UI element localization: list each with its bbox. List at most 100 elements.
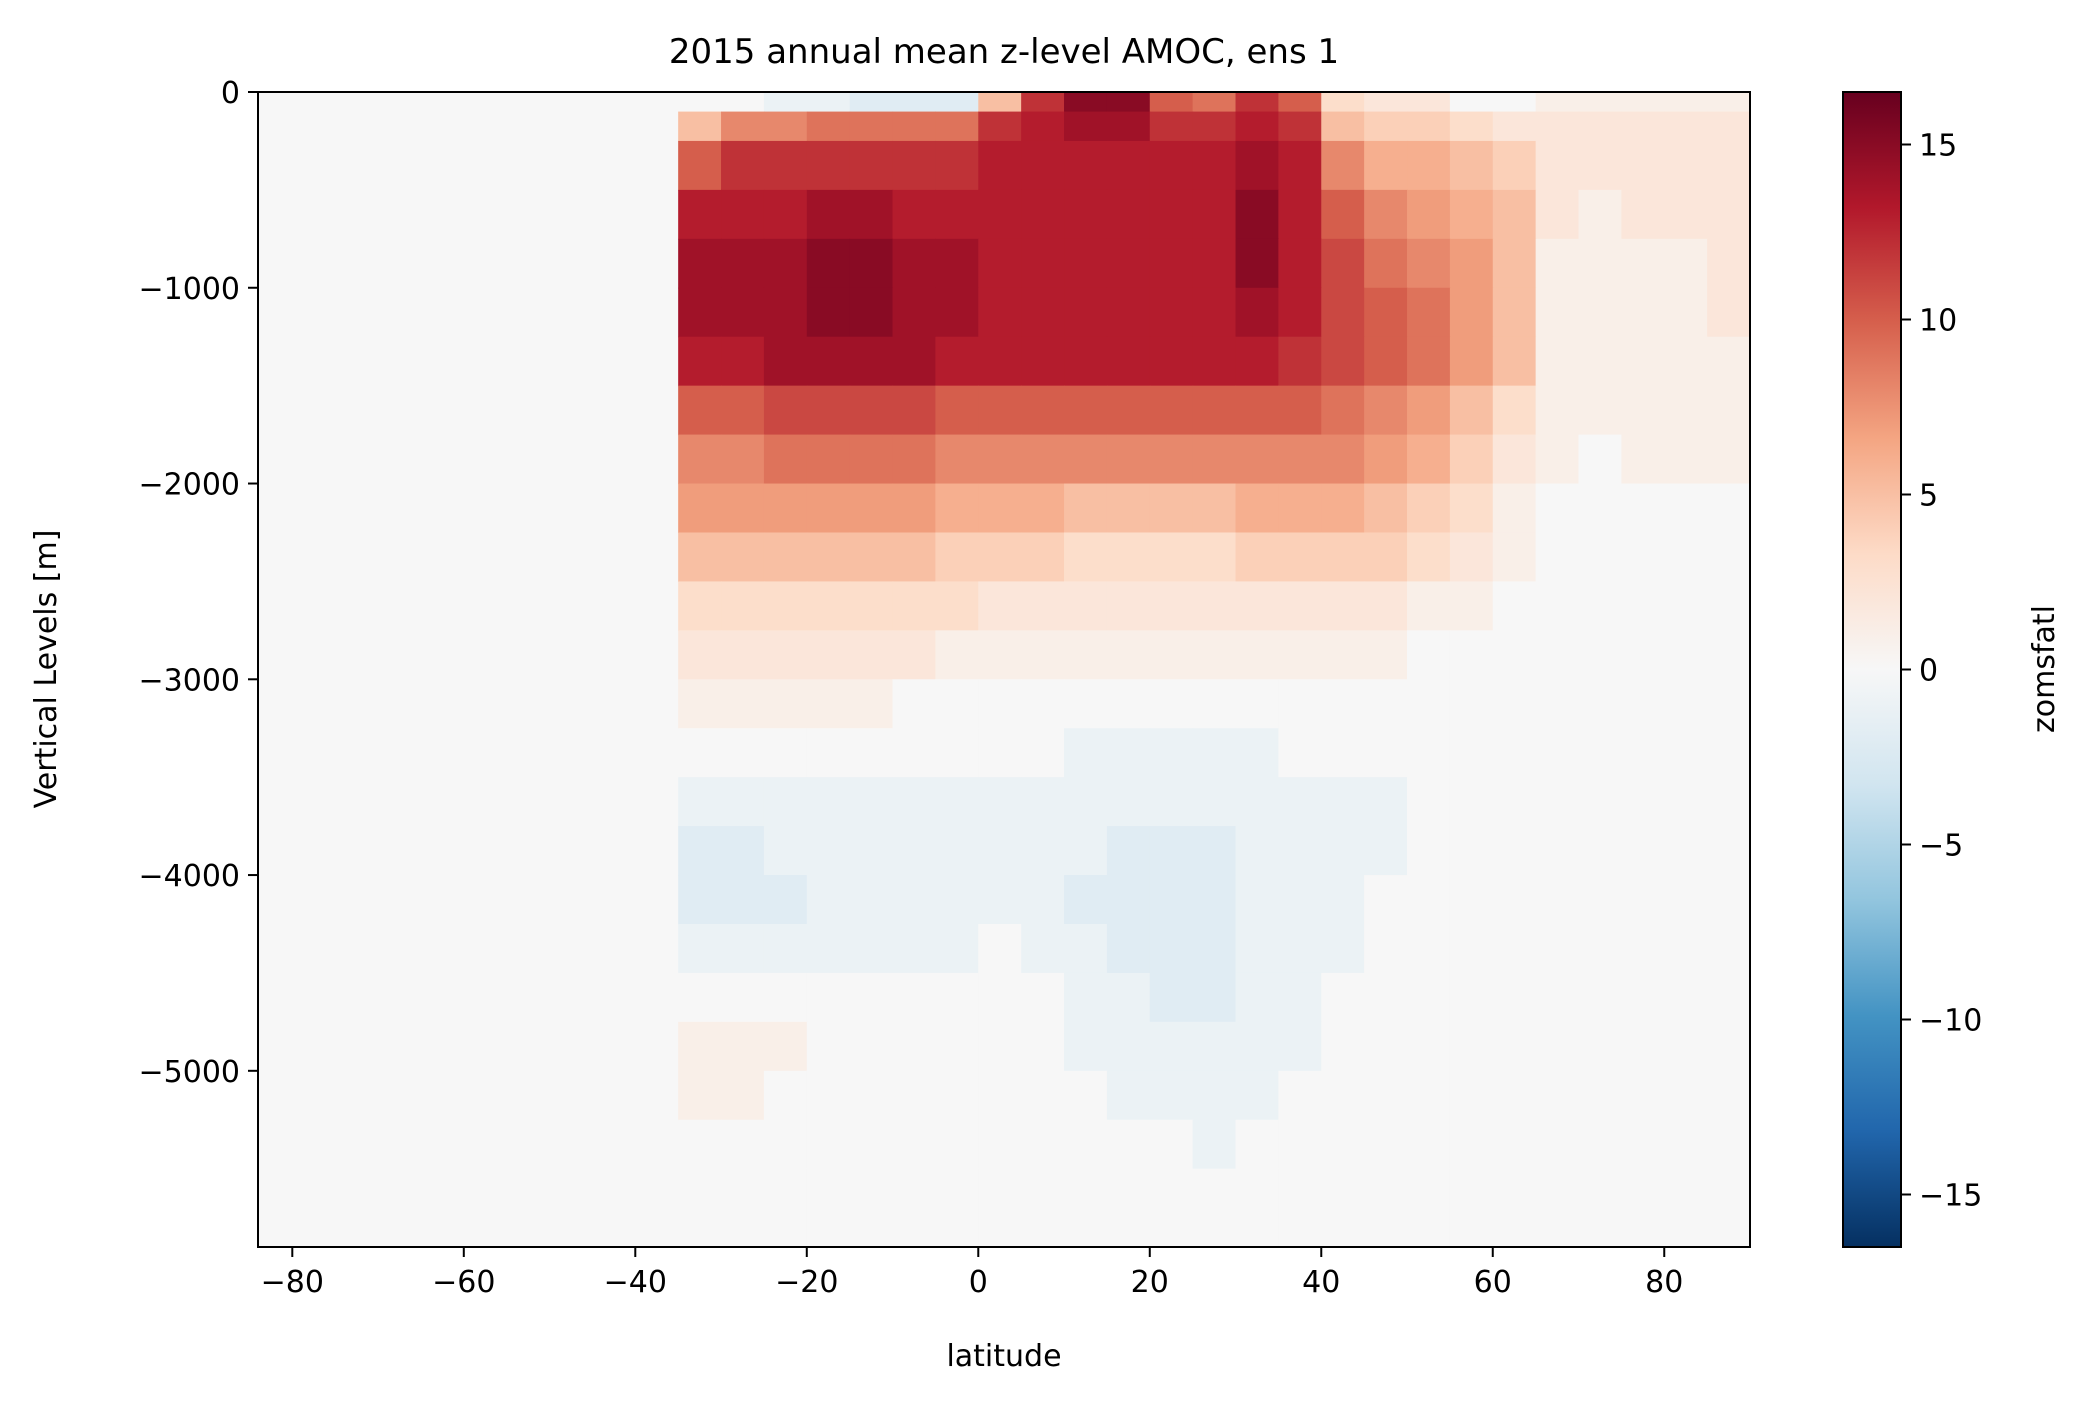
heatmap-cell — [763, 532, 808, 583]
heatmap-cell — [1621, 923, 1665, 974]
heatmap-cell — [1278, 630, 1322, 680]
heatmap-cell — [849, 923, 894, 974]
heatmap-cell — [935, 875, 979, 925]
heatmap-cell — [763, 1070, 808, 1121]
heatmap-cell — [1364, 1119, 1408, 1170]
y-tick-label: 0 — [221, 76, 240, 111]
heatmap-cell — [1021, 336, 1065, 387]
heatmap-cell — [1321, 777, 1365, 827]
heatmap-cell — [1321, 1070, 1365, 1121]
heatmap-cell — [1492, 532, 1537, 583]
heatmap-cell — [678, 92, 722, 113]
heatmap-cell — [978, 1168, 1022, 1248]
heatmap-cell — [721, 777, 765, 827]
heatmap-cell — [1192, 630, 1237, 680]
heatmap-cell — [892, 777, 936, 827]
heatmap-cell — [935, 336, 979, 387]
heatmap-cell — [1707, 1070, 1751, 1121]
heatmap-cell — [678, 189, 722, 240]
heatmap-cell — [1578, 923, 1622, 974]
heatmap-cell — [1192, 111, 1237, 142]
heatmap-cell — [1106, 581, 1151, 631]
heatmap-cell — [1364, 434, 1408, 485]
heatmap-cell — [1492, 679, 1537, 729]
heatmap-cell — [1235, 111, 1279, 142]
heatmap-cell — [806, 875, 851, 925]
heatmap-cell — [1021, 532, 1065, 583]
heatmap-cell — [1535, 923, 1580, 974]
heatmap-cell — [1535, 1070, 1580, 1121]
heatmap-cell — [1621, 189, 1665, 240]
heatmap-cell — [1149, 189, 1194, 240]
heatmap-cell — [1192, 140, 1237, 191]
heatmap-cell — [1621, 532, 1665, 583]
heatmap-cell — [763, 336, 808, 387]
x-tick-label: −20 — [775, 1265, 838, 1300]
heatmap-cell — [763, 679, 808, 729]
heatmap-cell — [1364, 777, 1408, 827]
heatmap-cell — [1106, 875, 1151, 925]
heatmap-cell — [1664, 336, 1708, 387]
heatmap-cell — [1535, 1119, 1580, 1170]
heatmap-cell — [1149, 679, 1194, 729]
heatmap-cell — [1364, 581, 1408, 631]
heatmap-cell — [849, 1168, 894, 1248]
x-axis-label: latitude — [946, 1339, 1061, 1374]
heatmap-cell — [1578, 532, 1622, 583]
heatmap-cell — [806, 336, 851, 387]
heatmap-cell — [806, 189, 851, 240]
heatmap-cell — [721, 1070, 765, 1121]
heatmap-cell — [1621, 385, 1665, 436]
heatmap-cell — [1192, 679, 1237, 729]
heatmap-cell — [1321, 972, 1365, 1023]
heatmap-cell — [806, 923, 851, 974]
heatmap-cell — [1407, 923, 1451, 974]
heatmap-cell — [1707, 111, 1751, 142]
heatmap-cell — [1707, 728, 1751, 778]
heatmap-cell — [1021, 1070, 1065, 1121]
heatmap-cell — [806, 1021, 851, 1072]
heatmap-cell — [1235, 972, 1279, 1023]
heatmap-cell — [1021, 630, 1065, 680]
heatmap-cell — [806, 287, 851, 338]
plot-frame — [257, 91, 1751, 1248]
heatmap-cell — [978, 189, 1022, 240]
heatmap-cell — [1364, 972, 1408, 1023]
heatmap-cell — [1407, 728, 1451, 778]
heatmap-cell — [849, 140, 894, 191]
heatmap-cell — [1321, 728, 1365, 778]
heatmap-cell — [678, 238, 722, 289]
heatmap-cell — [1278, 1119, 1322, 1170]
heatmap-cell — [1664, 1070, 1708, 1121]
heatmap-cell — [1192, 532, 1237, 583]
x-tick-label: 0 — [969, 1265, 988, 1300]
heatmap-cell — [1535, 826, 1580, 876]
heatmap-cell — [1106, 189, 1151, 240]
heatmap-cell — [1407, 532, 1451, 583]
heatmap-cell — [678, 728, 722, 778]
heatmap-cell — [1664, 679, 1708, 729]
heatmap-cell — [1064, 434, 1108, 485]
heatmap-cell — [806, 777, 851, 827]
heatmap-cell — [1535, 287, 1580, 338]
heatmap-cell — [721, 92, 765, 113]
heatmap-cell — [1407, 189, 1451, 240]
heatmap-cell — [1707, 875, 1751, 925]
heatmap-cell — [763, 630, 808, 680]
heatmap-cell — [935, 1168, 979, 1248]
heatmap-cell — [1449, 140, 1494, 191]
heatmap-cell — [1064, 111, 1108, 142]
colorbar-tick-label: 5 — [1919, 479, 1938, 514]
heatmap-cell — [1021, 1168, 1065, 1248]
heatmap-cell — [678, 1168, 722, 1248]
heatmap-cell — [1192, 1168, 1237, 1248]
heatmap-cell — [1664, 140, 1708, 191]
heatmap-cell — [763, 972, 808, 1023]
heatmap-cell — [1492, 1168, 1537, 1248]
heatmap-cell — [1106, 287, 1151, 338]
heatmap-cell — [1578, 189, 1622, 240]
heatmap-cell — [935, 189, 979, 240]
heatmap-cell — [1664, 238, 1708, 289]
heatmap-cell — [1149, 287, 1194, 338]
heatmap-cell — [1407, 1168, 1451, 1248]
